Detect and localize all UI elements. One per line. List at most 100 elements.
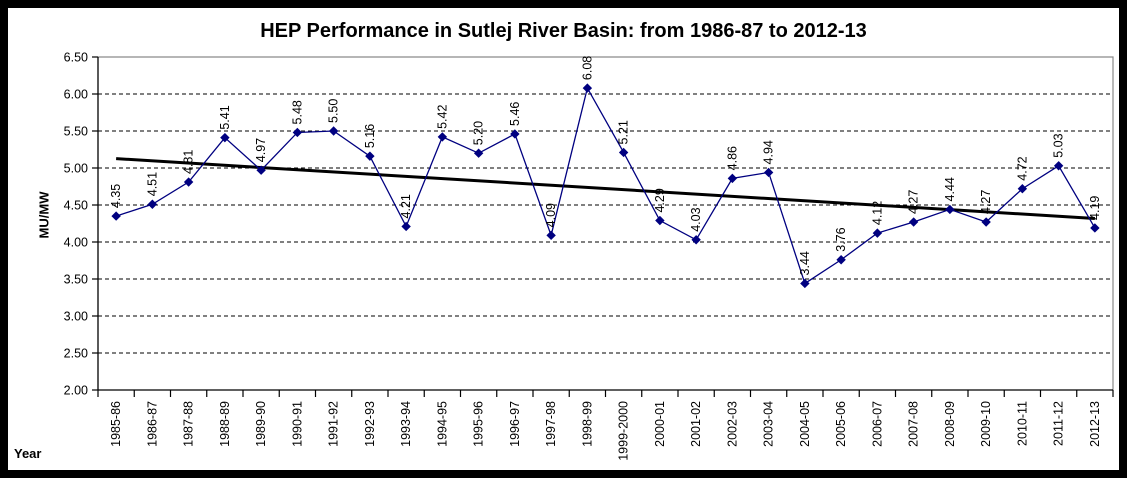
data-label: 4.81 xyxy=(182,150,196,174)
data-label: 4.09 xyxy=(544,203,558,227)
data-label: 4.44 xyxy=(943,177,957,201)
data-point-marker xyxy=(328,126,339,136)
data-point-marker xyxy=(111,211,121,221)
data-label: 4.86 xyxy=(725,146,739,170)
x-tick-label: 2005-06 xyxy=(834,401,848,447)
data-label: 4.27 xyxy=(907,190,921,214)
x-tick-label: 2012-13 xyxy=(1088,401,1102,447)
data-point-marker xyxy=(655,215,665,226)
x-tick-label: 1990-91 xyxy=(290,401,304,447)
x-tick-label: 1992-93 xyxy=(363,401,377,447)
data-label: 5.41 xyxy=(218,105,232,129)
data-point-marker xyxy=(763,167,774,178)
y-tick-label: 6.00 xyxy=(64,88,88,102)
chart-canvas: 2.00 2.50 3.00 3.50 4.00 4.50 5.00 5.50 6.00 6.50… xyxy=(64,51,1114,461)
x-axis-title: Year xyxy=(14,446,42,461)
data-point-marker xyxy=(183,177,194,187)
data-label: 5.16 xyxy=(363,124,377,148)
data-point-marker xyxy=(981,217,991,227)
y-tick-label: 5.50 xyxy=(64,125,88,139)
data-point-marker xyxy=(365,151,375,161)
data-label: 4.27 xyxy=(979,190,993,214)
data-point-marker xyxy=(1053,161,1064,171)
x-tick-label: 2009-10 xyxy=(979,401,993,447)
data-point-marker xyxy=(836,255,846,265)
x-tick-label: 2000-01 xyxy=(653,401,667,447)
data-point-marker xyxy=(220,132,230,143)
data-label: 4.12 xyxy=(870,201,884,225)
data-point-marker xyxy=(727,173,738,184)
plot-border xyxy=(98,56,1114,390)
x-tick-label: 2007-08 xyxy=(907,401,921,447)
x-tick-label: 2004-05 xyxy=(798,401,812,447)
y-tick-label: 3.00 xyxy=(64,310,88,324)
x-tick-label: 1987-88 xyxy=(182,401,196,447)
x-tick-label: 1995-96 xyxy=(472,401,486,447)
x-tick-label: 2008-09 xyxy=(943,401,957,447)
data-label: 4.94 xyxy=(762,140,776,164)
data-point-marker xyxy=(147,199,158,209)
x-tick-label: 2006-07 xyxy=(870,401,884,447)
data-label: 4.03 xyxy=(689,207,703,231)
data-label: 3.76 xyxy=(834,227,848,251)
data-label: 3.44 xyxy=(798,251,812,275)
data-label: 5.48 xyxy=(290,100,304,124)
x-tick-label: 1993-94 xyxy=(399,401,413,447)
data-point-marker xyxy=(908,217,919,227)
x-tick-label: 1996-97 xyxy=(508,401,522,447)
data-label: 5.03 xyxy=(1052,133,1066,157)
y-tick-label: 5.00 xyxy=(64,162,88,176)
data-point-marker xyxy=(473,148,484,158)
data-label: 4.51 xyxy=(145,172,159,196)
data-label: 4.97 xyxy=(254,138,268,162)
data-label: 4.72 xyxy=(1015,156,1029,180)
data-point-marker xyxy=(618,147,629,158)
x-tick-label: 2011-12 xyxy=(1052,401,1066,446)
x-tick-label: 2010-11 xyxy=(1015,401,1029,446)
data-point-marker xyxy=(292,127,303,138)
y-tick-label: 4.00 xyxy=(64,236,88,250)
data-label: 5.50 xyxy=(327,99,341,123)
x-tick-label: 1999-2000 xyxy=(617,401,631,461)
data-point-marker xyxy=(872,228,883,238)
x-tick-label: 1988-89 xyxy=(218,401,232,447)
x-tick-label: 1986-87 xyxy=(145,401,159,447)
data-point-marker xyxy=(1017,184,1028,194)
data-label: 4.29 xyxy=(653,188,667,212)
data-label: 6.08 xyxy=(580,56,594,80)
y-tick-label: 6.50 xyxy=(64,51,88,65)
x-tick-label: 1991-92 xyxy=(327,401,341,447)
x-tick-label: 1989-90 xyxy=(254,401,268,447)
x-tick-label: 1997-98 xyxy=(544,401,558,447)
data-point-marker xyxy=(1090,223,1100,233)
chart-title: HEP Performance in Sutlej River Basin: f… xyxy=(260,20,867,42)
x-tick-label: 2002-03 xyxy=(725,401,739,447)
x-tick-label: 2001-02 xyxy=(689,401,703,447)
x-tick-label: 1998-99 xyxy=(580,401,594,447)
data-point-marker xyxy=(510,129,520,139)
data-point-marker xyxy=(546,230,556,241)
y-tick-label: 2.00 xyxy=(64,384,88,398)
y-tick-label: 3.50 xyxy=(64,273,88,287)
data-point-marker xyxy=(691,235,701,245)
data-point-marker xyxy=(401,221,411,232)
x-tick-label: 1985-86 xyxy=(109,401,123,447)
data-point-marker xyxy=(945,204,955,215)
data-label: 4.35 xyxy=(109,184,123,208)
data-point-marker xyxy=(582,83,593,93)
data-point-marker xyxy=(256,165,266,175)
data-label: 5.20 xyxy=(472,121,486,145)
data-point-marker xyxy=(437,132,448,142)
chart-area: HEP Performance in Sutlej River Basin: f… xyxy=(8,8,1119,470)
data-label: 5.21 xyxy=(617,120,631,144)
data-label: 5.46 xyxy=(508,102,522,126)
data-label: 4.19 xyxy=(1088,196,1102,220)
series-line xyxy=(115,86,1096,285)
x-tick-label: 2003-04 xyxy=(762,401,776,447)
data-point-marker xyxy=(800,278,810,289)
y-tick-label: 4.50 xyxy=(64,199,88,213)
x-tick-label: 1994-95 xyxy=(435,401,449,447)
data-label: 4.21 xyxy=(399,194,413,218)
y-tick-label: 2.50 xyxy=(64,347,88,361)
trend-line xyxy=(116,157,1095,220)
